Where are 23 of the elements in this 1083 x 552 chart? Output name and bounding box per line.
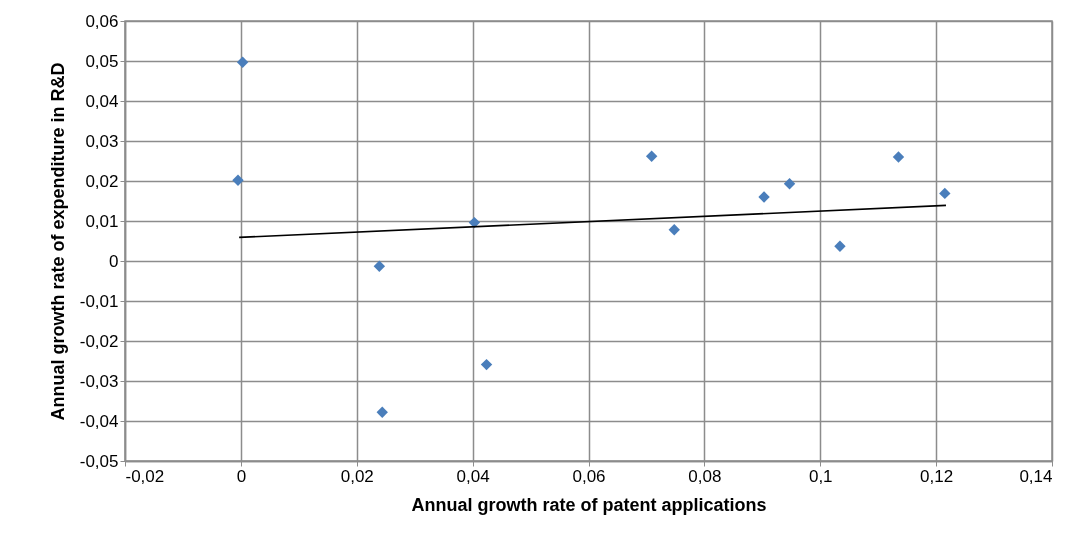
y-tick-label: -0,01 xyxy=(79,291,119,311)
x-tick-label: 0,12 xyxy=(920,466,954,486)
y-tick-label: 0,05 xyxy=(85,51,119,71)
x-tick-label: 0 xyxy=(236,466,247,486)
x-tick-label: -0,02 xyxy=(125,466,165,486)
y-tick-label: -0,03 xyxy=(79,371,119,391)
y-tick-label: -0,02 xyxy=(79,331,119,351)
y-tick-label: 0 xyxy=(109,251,119,271)
x-tick-label: 0,02 xyxy=(340,466,374,486)
x-tick-label: 0,1 xyxy=(808,466,833,486)
y-axis-title: Annual growth rate of expenditure in R&D xyxy=(47,62,68,421)
y-tick-label: -0,04 xyxy=(79,411,119,431)
y-tick-label: 0,06 xyxy=(85,11,119,31)
y-tick-label: 0,03 xyxy=(85,131,119,151)
y-tick-label: -0,05 xyxy=(79,451,119,471)
y-tick-label: 0,01 xyxy=(85,211,119,231)
y-tick-label: 0,04 xyxy=(85,91,119,111)
x-tick-label: 0,14 xyxy=(1019,466,1053,486)
x-tick-label: 0,06 xyxy=(572,466,606,486)
y-tick-label: 0,02 xyxy=(85,171,119,191)
x-axis-title: Annual growth rate of patent applications xyxy=(411,494,767,515)
x-tick-label: 0,04 xyxy=(456,466,490,486)
x-tick-label: 0,08 xyxy=(688,466,722,486)
